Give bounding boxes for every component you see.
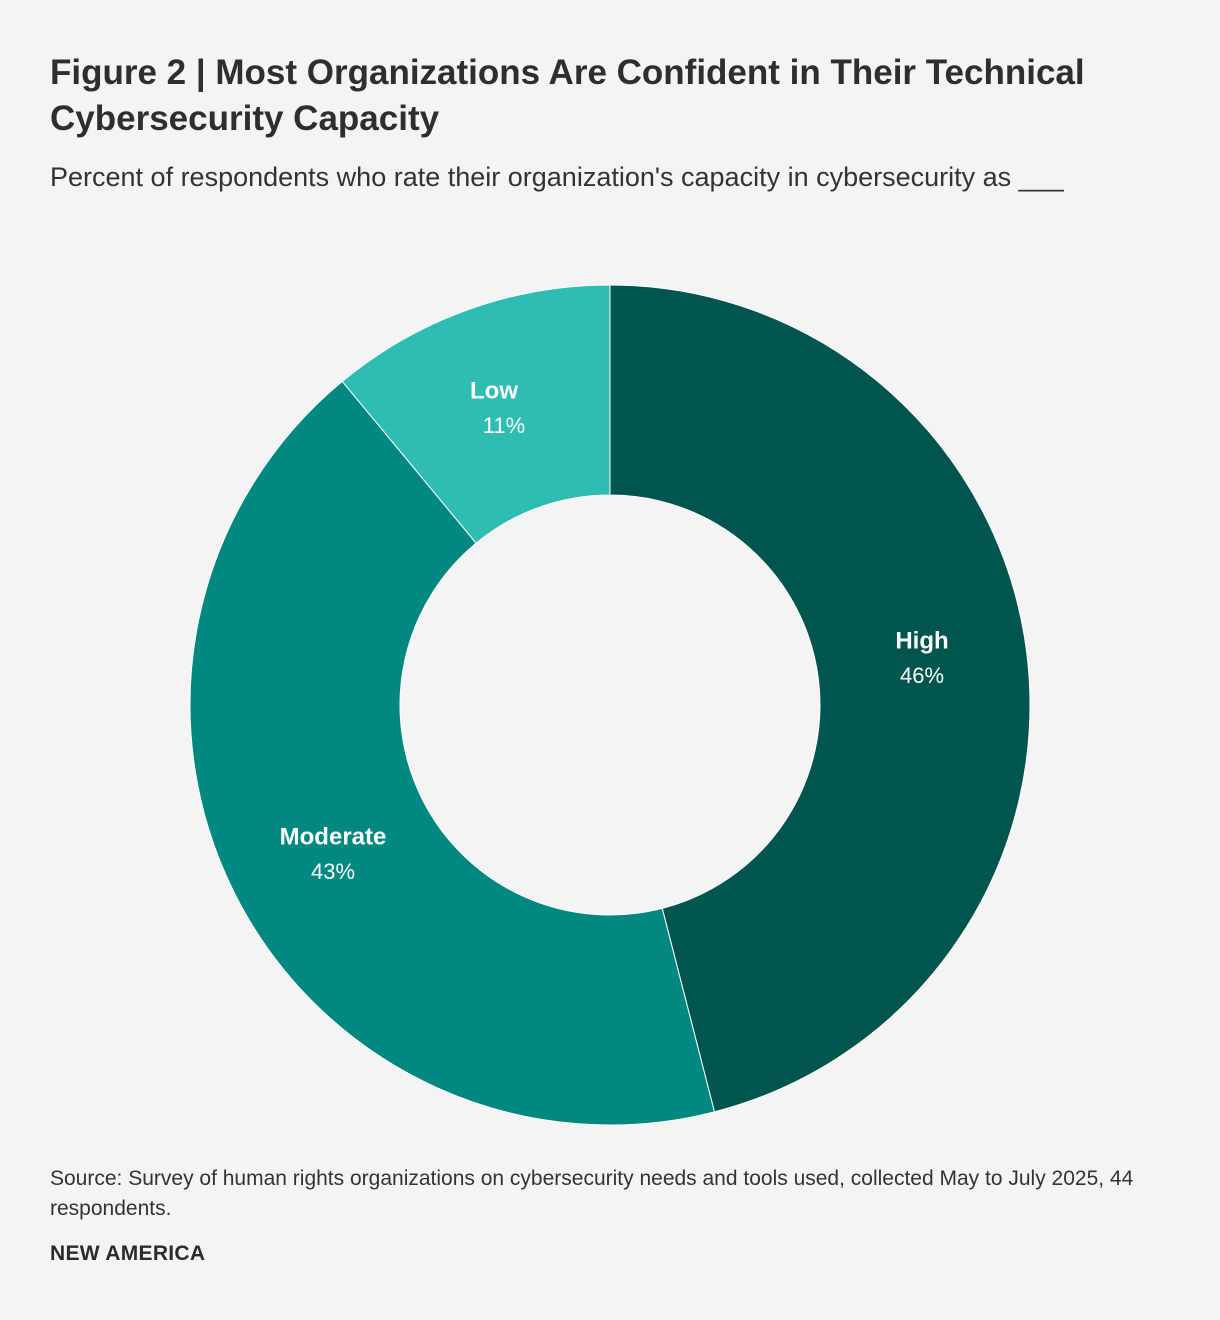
slice-value-moderate: 43% <box>311 859 355 884</box>
slice-value-low: 11% <box>483 413 525 438</box>
brand-logo-text: NEW AMERICA <box>50 1242 206 1265</box>
slice-label-low: Low <box>470 377 518 404</box>
slice-value-high: 46% <box>900 663 944 688</box>
donut-slice-low <box>341 284 611 544</box>
chart-title: Figure 2 | Most Organizations Are Confid… <box>50 53 1085 138</box>
donut-slice-moderate <box>189 380 716 1126</box>
slice-label-high: High <box>895 627 948 654</box>
source-note: Source: Survey of human rights organizat… <box>50 1167 1134 1220</box>
slice-label-moderate: Moderate <box>280 823 387 850</box>
chart-subtitle: Percent of respondents who rate their or… <box>50 162 1064 192</box>
donut-slice-high <box>609 284 1031 1113</box>
